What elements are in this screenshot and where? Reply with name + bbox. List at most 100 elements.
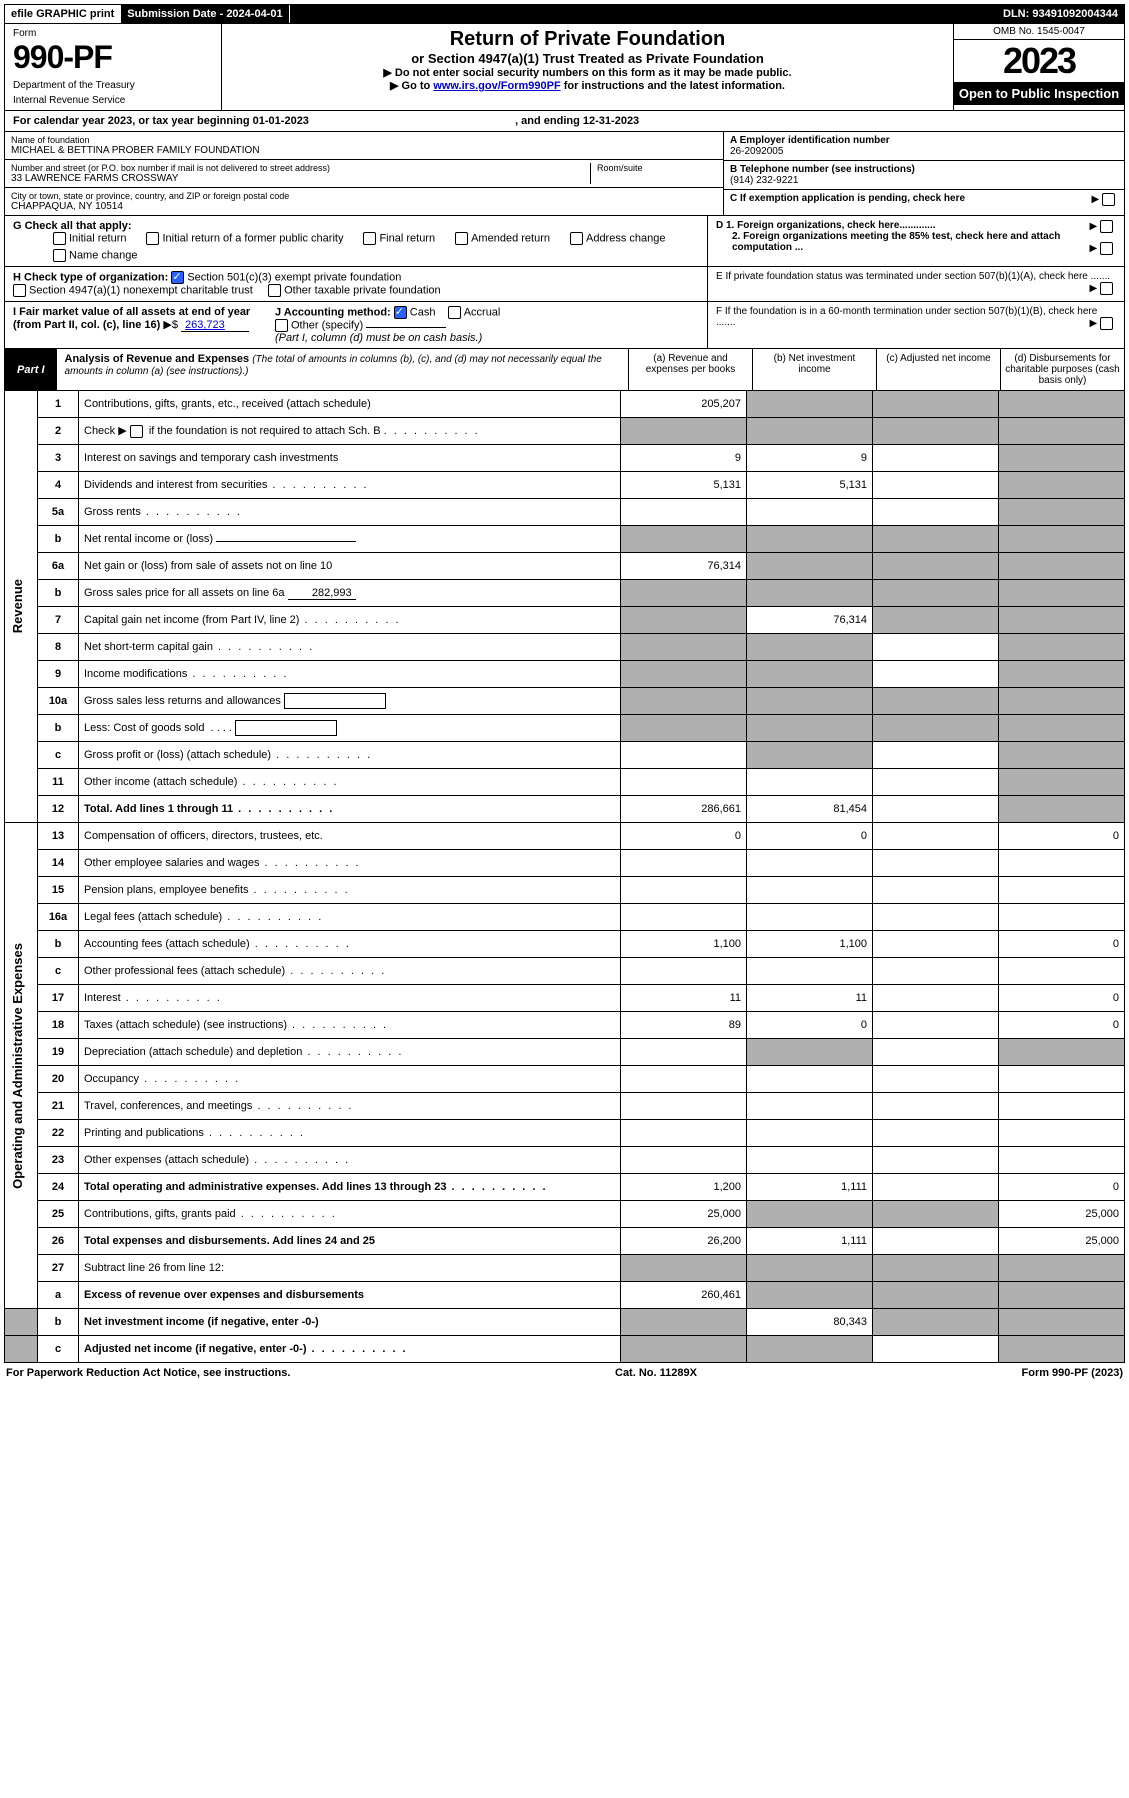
h-opt3: Other taxable private foundation [284,284,441,296]
d1-label: D 1. Foreign organizations, check here..… [716,220,936,231]
line4-a: 5,131 [621,472,747,499]
entity-right: A Employer identification number 26-2092… [723,132,1124,215]
line13-a: 0 [621,823,747,850]
table-row: 22Printing and publications [5,1120,1125,1147]
d2-checkbox[interactable] [1100,242,1113,255]
table-row: Operating and Administrative Expenses 13… [5,823,1125,850]
room-cell: Room/suite [590,163,717,184]
line26-a: 26,200 [621,1228,747,1255]
line11-desc: Other income (attach schedule) [79,769,621,796]
city-state-zip: CHAPPAQUA, NY 10514 [11,201,717,212]
ssn-warning: ▶ Do not enter social security numbers o… [226,66,949,79]
section-d: D 1. Foreign organizations, check here..… [708,216,1124,266]
g-opt-1: Initial return of a former public charit… [162,232,343,244]
line24-d: 0 [999,1174,1125,1201]
line18-d: 0 [999,1012,1125,1039]
line10c-desc: Gross profit or (loss) (attach schedule) [79,742,621,769]
line14-desc: Other employee salaries and wages [79,850,621,877]
f-checkbox[interactable] [1100,317,1113,330]
table-row: 7Capital gain net income (from Part IV, … [5,607,1125,634]
entity-info-block: Name of foundation MICHAEL & BETTINA PRO… [4,132,1125,216]
line12-desc: Total. Add lines 1 through 11 [79,796,621,823]
c-checkbox[interactable] [1102,193,1115,206]
fmv-value-link[interactable]: 263,723 [181,319,249,332]
line27a-a: 260,461 [621,1282,747,1309]
j-other: Other (specify) [291,319,363,331]
g-final-return-checkbox[interactable] [363,232,376,245]
efile-print-badge[interactable]: efile GRAPHIC print [5,5,121,23]
line25-d: 25,000 [999,1201,1125,1228]
table-row: 8Net short-term capital gain [5,634,1125,661]
line12-a: 286,661 [621,796,747,823]
expenses-side-label: Operating and Administrative Expenses [5,823,38,1309]
d2-label: 2. Foreign organizations meeting the 85%… [732,231,1060,253]
table-row: 26Total expenses and disbursements. Add … [5,1228,1125,1255]
table-row: bGross sales price for all assets on lin… [5,580,1125,607]
g-address-change-checkbox[interactable] [570,232,583,245]
line16c-desc: Other professional fees (attach schedule… [79,958,621,985]
table-row: cAdjusted net income (if negative, enter… [5,1336,1125,1363]
line27-desc: Subtract line 26 from line 12: [79,1255,621,1282]
table-row: aExcess of revenue over expenses and dis… [5,1282,1125,1309]
form-header: Form 990-PF Department of the Treasury I… [4,24,1125,111]
line18-desc: Taxes (attach schedule) (see instruction… [79,1012,621,1039]
line2-checkbox[interactable] [130,425,143,438]
cal-begin: 01-01-2023 [253,115,309,127]
line17-b: 11 [747,985,873,1012]
g-label: G Check all that apply: [13,220,132,232]
line18-b: 0 [747,1012,873,1039]
table-row: 4Dividends and interest from securities … [5,472,1125,499]
h-opt1: Section 501(c)(3) exempt private foundat… [187,271,401,283]
line25-desc: Contributions, gifts, grants paid [79,1201,621,1228]
h-501c3-checkbox[interactable] [171,271,184,284]
line16b-d: 0 [999,931,1125,958]
foundation-name: MICHAEL & BETTINA PROBER FAMILY FOUNDATI… [11,145,717,156]
line26-d: 25,000 [999,1228,1125,1255]
c-arrow-box: ▶ [1092,193,1118,206]
form990pf-link[interactable]: www.irs.gov/Form990PF [433,80,560,92]
tax-year: 2023 [954,40,1124,82]
part1-tab: Part I [5,349,57,390]
d1-checkbox[interactable] [1100,220,1113,233]
h-4947-checkbox[interactable] [13,284,26,297]
omb-number: OMB No. 1545-0047 [954,24,1124,40]
j-cash: Cash [410,306,436,318]
header-center: Return of Private Foundation or Section … [222,24,953,110]
dln-number: DLN: 93491092004344 [997,5,1124,23]
line2-desc: Check ▶ if the foundation is not require… [79,418,621,445]
h-other-taxable-checkbox[interactable] [268,284,281,297]
table-row: bNet investment income (if negative, ent… [5,1309,1125,1336]
line4-desc: Dividends and interest from securities [79,472,621,499]
irs-label: Internal Revenue Service [13,95,213,106]
col-d-header: (d) Disbursements for charitable purpose… [1000,349,1124,390]
line24-b: 1,111 [747,1174,873,1201]
g-amended-checkbox[interactable] [455,232,468,245]
line5b-desc: Net rental income or (loss) [79,526,621,553]
j-other-line [366,327,446,328]
part1-title-cell: Analysis of Revenue and Expenses (The to… [57,349,628,390]
address-row: Number and street (or P.O. box number if… [5,160,723,188]
g-name-change-checkbox[interactable] [53,249,66,262]
j-other-checkbox[interactable] [275,319,288,332]
g-initial-return-checkbox[interactable] [53,232,66,245]
g-initial-public-checkbox[interactable] [146,232,159,245]
foundation-name-cell: Name of foundation MICHAEL & BETTINA PRO… [5,132,723,160]
section-j: J Accounting method: Cash Accrual Other … [263,306,699,344]
f-label: F If the foundation is in a 60-month ter… [716,306,1097,328]
j-cash-checkbox[interactable] [394,306,407,319]
j-accrual-checkbox[interactable] [448,306,461,319]
line27a-desc: Excess of revenue over expenses and disb… [79,1282,621,1309]
line20-desc: Occupancy [79,1066,621,1093]
line24-a: 1,200 [621,1174,747,1201]
e-checkbox[interactable] [1100,282,1113,295]
line17-desc: Interest [79,985,621,1012]
line1-col-a: 205,207 [621,391,747,418]
section-g: G Check all that apply: Initial return I… [5,216,708,266]
phone-cell: B Telephone number (see instructions) (9… [724,161,1124,190]
city-cell: City or town, state or province, country… [5,188,723,215]
e-label: E If private foundation status was termi… [716,271,1110,282]
table-row: 25Contributions, gifts, grants paid 25,0… [5,1201,1125,1228]
c-label: C If exemption application is pending, c… [730,193,965,204]
top-bar: efile GRAPHIC print Submission Date - 20… [4,4,1125,24]
table-row: 18Taxes (attach schedule) (see instructi… [5,1012,1125,1039]
